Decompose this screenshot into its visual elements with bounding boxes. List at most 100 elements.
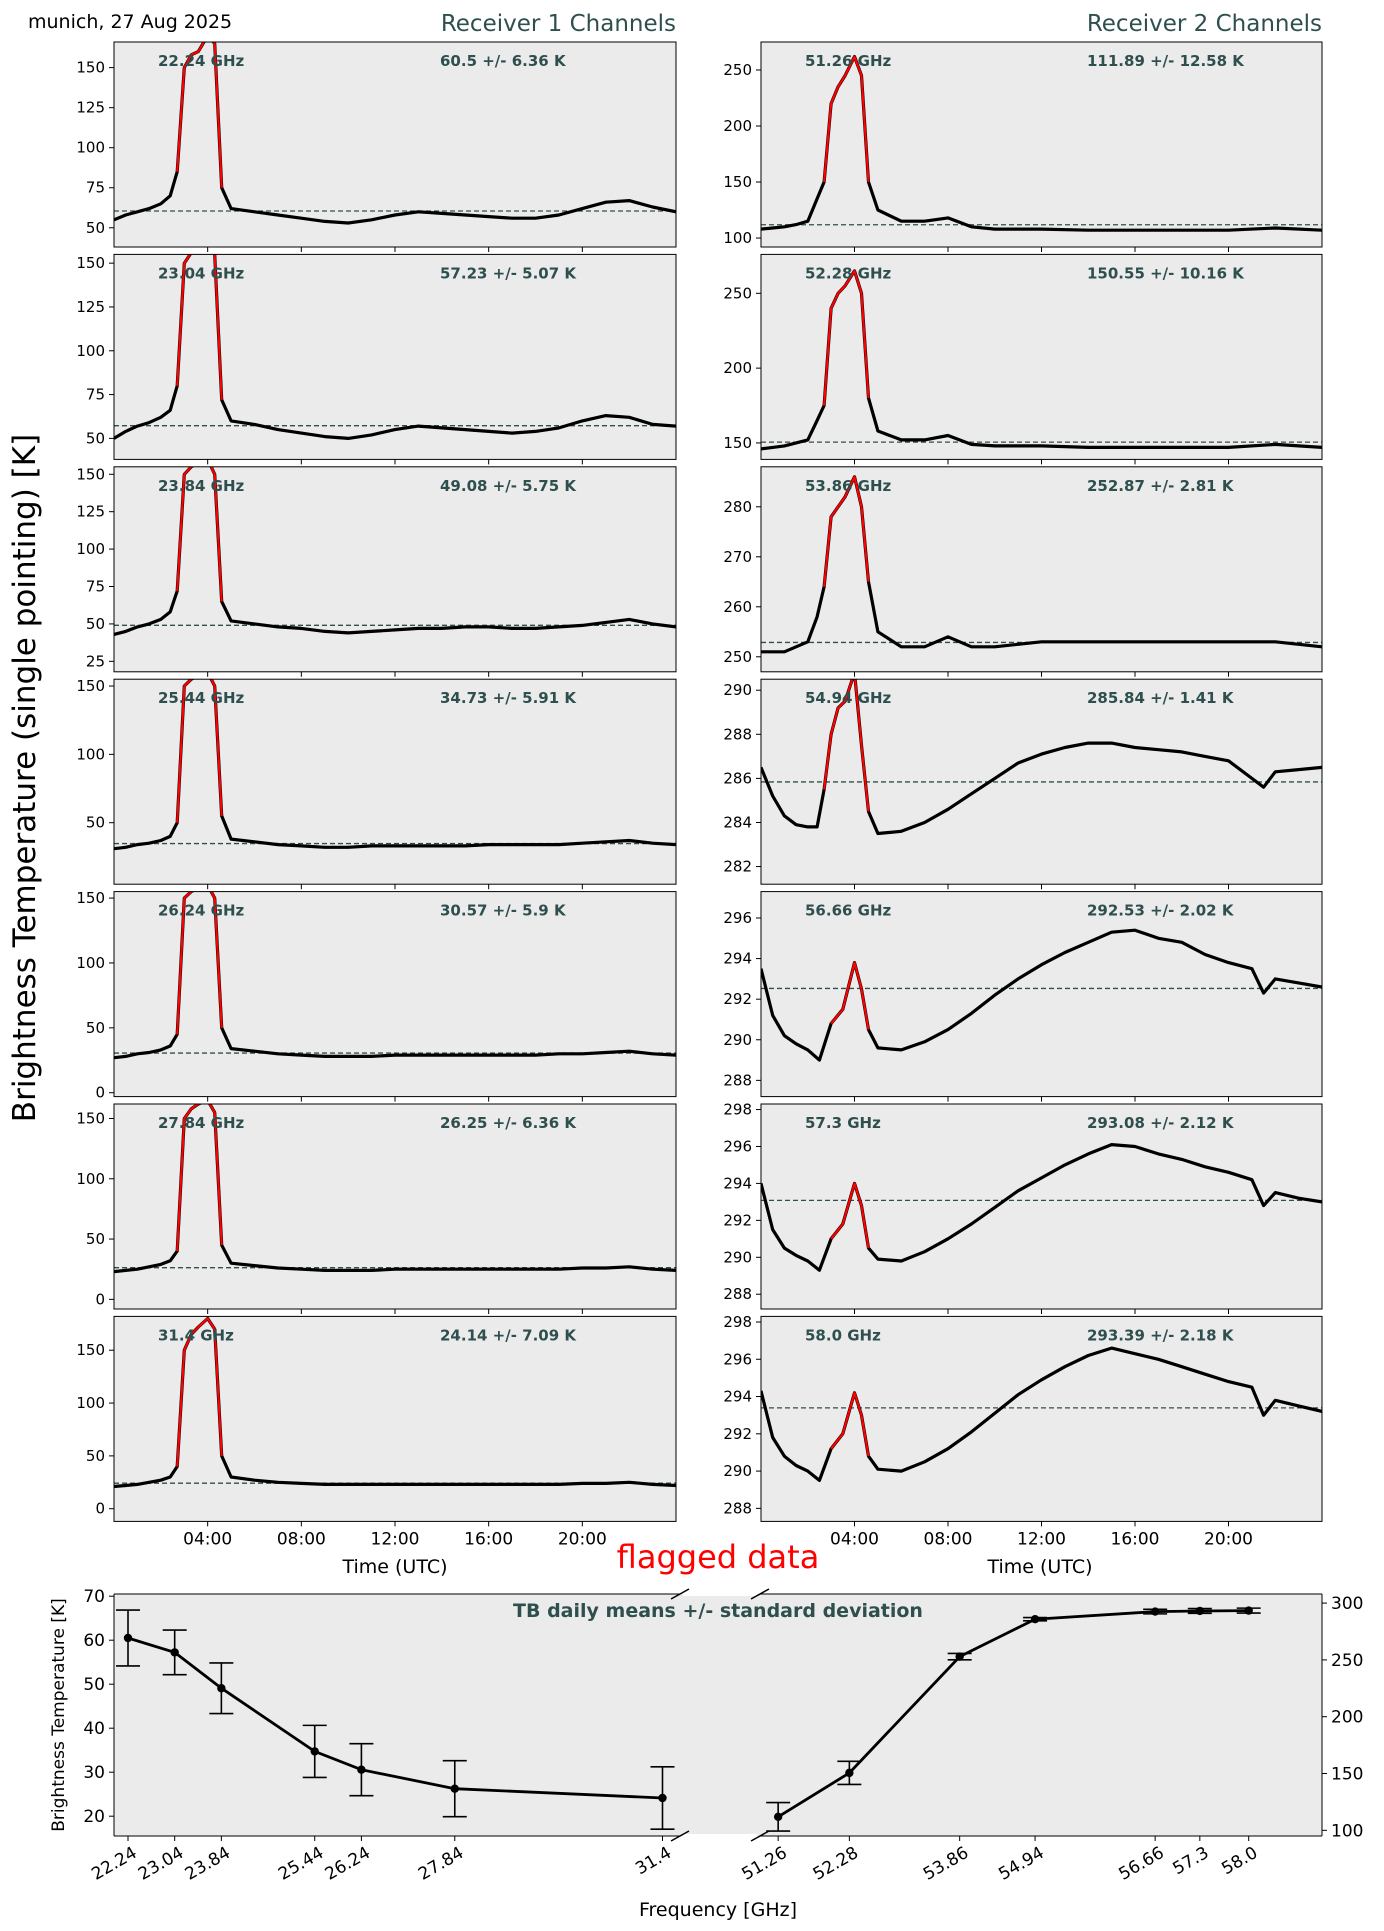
flagged-series-line xyxy=(823,55,870,183)
y-tick-label: 100 xyxy=(76,745,105,763)
channel-mean-label: 285.84 +/- 1.41 K xyxy=(1087,689,1235,707)
series-group xyxy=(761,54,1322,232)
panel-background xyxy=(761,254,1322,460)
channel-mean-label: 60.5 +/- 6.36 K xyxy=(440,52,567,70)
y-tick-label: 50 xyxy=(86,814,105,832)
panel-receiver2-5: 288 290 292 294 296 298 57.3 GHz 293.08 +/- 2.1… xyxy=(723,1101,1323,1314)
panel-background xyxy=(761,42,1322,247)
channel-frequency-label: 26.24 GHz xyxy=(158,902,245,920)
channel-frequency-label: 27.84 GHz xyxy=(158,1114,245,1132)
panel-receiver2-2: 250 260 270 280 53.86 GHz 252.87 +/- 2.81 K xyxy=(723,466,1323,677)
y-tick-label: 75 xyxy=(86,578,105,596)
time-tick-label: 12:00 xyxy=(371,1529,420,1549)
location-date: munich, 27 Aug 2025 xyxy=(28,11,232,33)
panel-receiver1-3: 50 100 150 25.44 GHz 34.73 +/- 5.91 K xyxy=(76,677,677,890)
panel-receiver2-3: 282 284 286 288 290 54.94 GHz 285.84 +/- 1.41 … xyxy=(723,678,1323,890)
panel-receiver1-4: 0 50 100 150 26.24 GHz 30.57 +/- 5.9 K xyxy=(76,889,677,1102)
series-group xyxy=(114,1316,676,1489)
mean-point xyxy=(450,1784,459,1793)
freq-tick-label: 23.84 xyxy=(182,1843,234,1885)
flagged-series-line xyxy=(823,475,870,587)
axis-break-mark xyxy=(750,1830,770,1842)
flagged-series-line xyxy=(830,1182,870,1249)
y-tick-label: 100 xyxy=(76,139,105,157)
y-tick-label: 150 xyxy=(723,434,752,452)
means-y-axis-label: Brightness Temperature [K] xyxy=(49,1598,69,1831)
y-tick-label: 298 xyxy=(723,1101,752,1119)
freq-tick-label: 31.4 xyxy=(632,1843,675,1879)
freq-tick-label: 23.04 xyxy=(135,1843,187,1885)
flagged-series-line xyxy=(830,1391,870,1457)
y-tick-label: 50 xyxy=(86,1019,105,1037)
freq-tick-label: 27.84 xyxy=(415,1843,467,1885)
y-tick-label: 150 xyxy=(76,1109,105,1127)
y-tick-label: 298 xyxy=(723,1313,752,1331)
y-tick-label: 284 xyxy=(723,813,752,831)
series-group xyxy=(761,1142,1322,1272)
y-tick-label: 60 xyxy=(83,1631,105,1651)
y-tick-label: 150 xyxy=(1331,1765,1363,1785)
series-group xyxy=(114,254,676,440)
channel-mean-label: 34.73 +/- 5.91 K xyxy=(440,689,577,707)
main-y-axis-label: Brightness Temperature (single pointing)… xyxy=(7,434,43,1122)
y-tick-label: 292 xyxy=(723,1211,752,1229)
mean-point xyxy=(170,1648,179,1657)
mean-point xyxy=(1030,1614,1040,1624)
panel-background xyxy=(761,891,1322,1097)
series-group xyxy=(114,891,676,1060)
time-tick-label: 04:00 xyxy=(183,1529,232,1549)
channel-frequency-label: 58.0 GHz xyxy=(805,1326,881,1344)
series-group xyxy=(761,928,1322,1062)
channel-frequency-label: 57.3 GHz xyxy=(805,1114,881,1132)
y-tick-label: 150 xyxy=(76,677,105,695)
y-tick-label: 290 xyxy=(723,1462,752,1480)
flagged-series-line xyxy=(176,679,223,823)
data-series-line xyxy=(114,254,676,440)
axis-break-mark xyxy=(670,1830,690,1842)
y-tick-label: 296 xyxy=(723,1137,752,1155)
data-series-line xyxy=(114,42,676,225)
mean-point xyxy=(357,1765,366,1774)
time-tick-label: 16:00 xyxy=(1111,1529,1160,1549)
channel-frequency-label: 54.94 GHz xyxy=(805,689,892,707)
data-series-line xyxy=(761,1346,1322,1483)
data-series-line xyxy=(114,1104,676,1274)
series-group xyxy=(114,466,676,636)
y-tick-label: 100 xyxy=(76,1394,105,1412)
panel-receiver1-1: 50 75 100 125 150 23.04 GHz 57.23 +/- 5.07 K xyxy=(76,253,677,465)
panel-receiver1-2: 25 50 75 100 125 150 23.84 GHz 49.08 +/- 5.75 K xyxy=(76,465,677,677)
channel-mean-label: 111.89 +/- 12.58 K xyxy=(1087,52,1245,70)
data-series-line xyxy=(761,1142,1322,1272)
y-tick-label: 150 xyxy=(76,254,105,272)
data-series-line xyxy=(761,928,1322,1062)
mean-point xyxy=(773,1812,783,1822)
mean-point xyxy=(955,1652,964,1661)
y-tick-label: 250 xyxy=(723,61,752,79)
series-group xyxy=(761,1346,1322,1483)
panel-background xyxy=(114,466,676,672)
y-tick-label: 30 xyxy=(83,1763,105,1783)
flagged-series-line xyxy=(176,891,223,1035)
y-tick-label: 100 xyxy=(76,342,105,360)
y-tick-label: 294 xyxy=(723,1388,752,1406)
flagged-series-line xyxy=(823,679,870,812)
y-tick-label: 40 xyxy=(83,1719,105,1739)
data-series-line xyxy=(761,475,1322,654)
y-tick-label: 250 xyxy=(723,284,752,302)
y-tick-label: 260 xyxy=(723,598,752,616)
y-tick-label: 296 xyxy=(723,1350,752,1368)
time-tick-label: 04:00 xyxy=(830,1529,879,1549)
y-tick-label: 250 xyxy=(1331,1651,1363,1671)
flagged-series-line xyxy=(176,42,223,188)
channel-frequency-label: 52.28 GHz xyxy=(805,264,892,282)
time-tick-label: 20:00 xyxy=(1204,1529,1253,1549)
mean-point xyxy=(845,1768,854,1778)
y-tick-label: 294 xyxy=(723,950,752,968)
series-group xyxy=(114,1104,676,1274)
y-tick-label: 290 xyxy=(723,1031,752,1049)
freq-tick-label: 56.66 xyxy=(1115,1843,1167,1885)
y-tick-label: 50 xyxy=(86,429,105,447)
receiver1-title: Receiver 1 Channels xyxy=(441,11,676,37)
time-tick-label: 08:00 xyxy=(924,1529,973,1549)
